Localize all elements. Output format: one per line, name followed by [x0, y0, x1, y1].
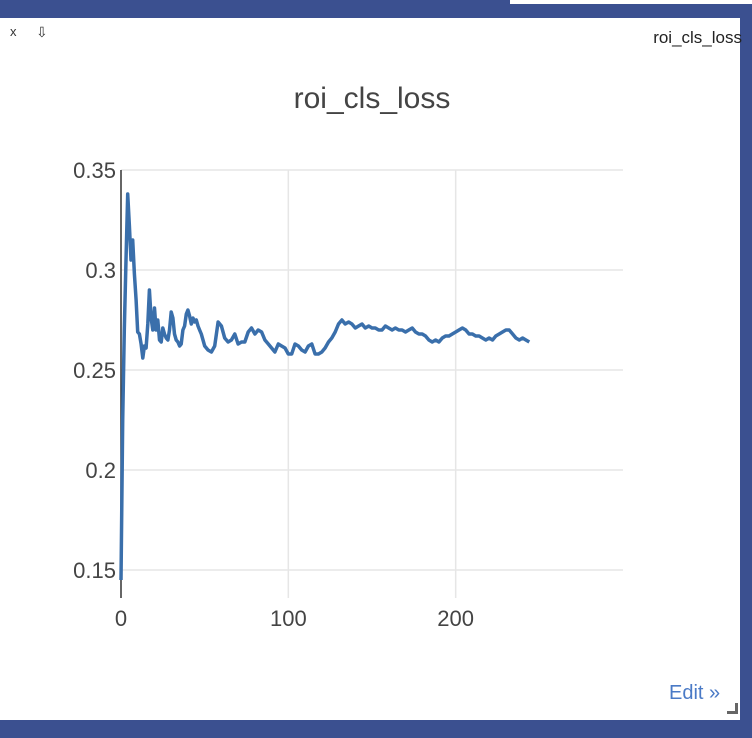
chart-title: roi_cls_loss [294, 82, 451, 115]
x-tick-label: 100 [270, 606, 307, 631]
series-group [119, 192, 531, 581]
window-title: roi_cls_loss [653, 28, 742, 47]
y-tick-label: 0.2 [85, 458, 116, 483]
plot-window: x ⇩ roi_cls_loss 0.15 0.2 0.25 0.3 0.35 0 100 2… [0, 18, 742, 720]
x-tick-label: 200 [437, 606, 474, 631]
close-icon[interactable]: x [10, 24, 17, 39]
tick-labels: 0.15 0.2 0.25 0.3 0.35 0 100 200 [73, 158, 474, 631]
edit-link[interactable]: Edit » [669, 682, 721, 704]
x-tick-label: 0 [115, 606, 127, 631]
y-tick-label: 0.35 [73, 158, 116, 183]
download-icon[interactable]: ⇩ [36, 24, 48, 40]
y-tick-label: 0.25 [73, 358, 116, 383]
y-tick-label: 0.15 [73, 558, 116, 583]
series-line [119, 192, 531, 581]
y-tick-label: 0.3 [85, 258, 116, 283]
top-edge-strip [510, 0, 752, 4]
line-chart: 0.15 0.2 0.25 0.3 0.35 0 100 200 roi_cls_loss [73, 82, 623, 631]
resize-handle-icon[interactable] [727, 703, 738, 714]
grid-lines [121, 169, 623, 598]
